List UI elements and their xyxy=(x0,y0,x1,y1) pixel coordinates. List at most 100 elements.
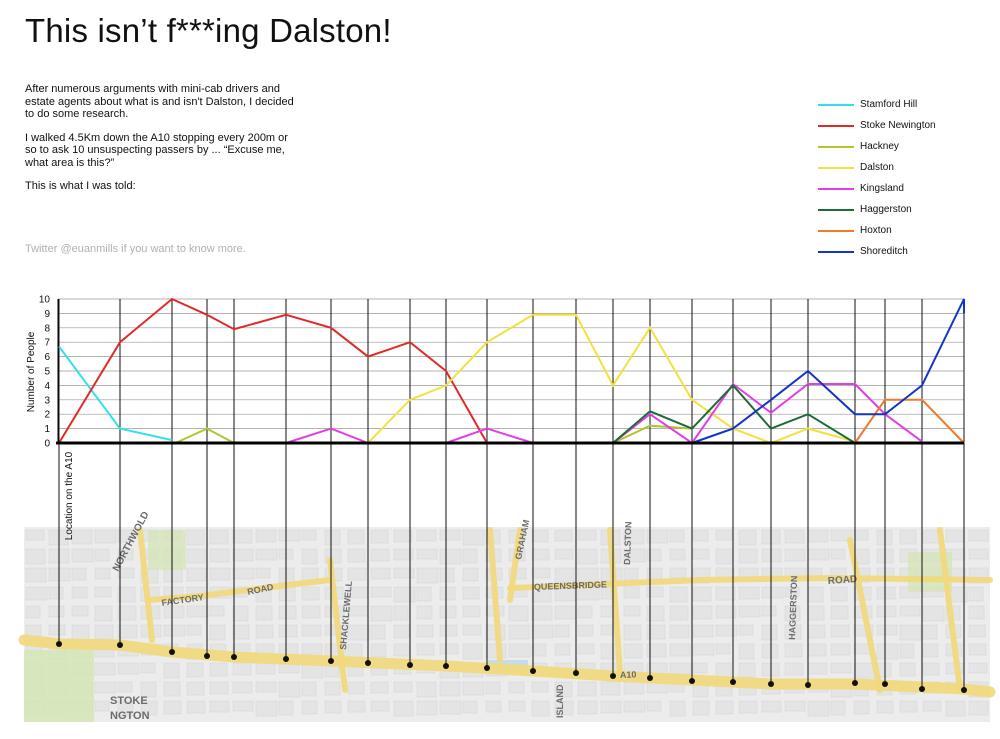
legend-label: Stoke Newington xyxy=(860,120,936,131)
map-block xyxy=(370,700,390,712)
map-block xyxy=(945,529,965,543)
map-road xyxy=(137,527,155,643)
map-block xyxy=(968,605,985,620)
map-block xyxy=(209,605,225,617)
map-block xyxy=(784,586,800,598)
map-block xyxy=(25,529,45,541)
map-block xyxy=(232,529,253,544)
series-line xyxy=(58,297,488,444)
map-block xyxy=(232,662,252,676)
stop-marker xyxy=(919,686,925,692)
map-label: ISLAND xyxy=(555,684,565,718)
map-block xyxy=(393,586,416,603)
map-block xyxy=(531,605,553,621)
map-block xyxy=(71,567,87,581)
map-block xyxy=(117,662,140,675)
series-line xyxy=(612,383,856,444)
map-block xyxy=(807,605,825,621)
map-park xyxy=(24,650,94,722)
chart-axes: 0 1 2 3 4 5 6 7 8 9 10 Number of People Location on … xyxy=(26,295,964,540)
map-block xyxy=(761,586,784,599)
map-block xyxy=(669,548,686,561)
map-block xyxy=(761,700,782,713)
stop-marker xyxy=(610,673,616,679)
map-block xyxy=(899,700,918,713)
legend-item: Haggerston xyxy=(818,199,988,220)
map-block xyxy=(416,605,433,620)
legend-swatch xyxy=(818,166,854,169)
map-block xyxy=(347,548,366,563)
map-block xyxy=(301,586,320,601)
map-block xyxy=(186,567,207,582)
map-block xyxy=(232,700,254,712)
map-block xyxy=(370,567,391,580)
map-block xyxy=(393,529,413,543)
map-block xyxy=(370,681,389,694)
map-block xyxy=(301,624,322,637)
map-block xyxy=(278,681,301,698)
map-block xyxy=(462,567,479,582)
map-block xyxy=(600,700,622,714)
map-road xyxy=(507,527,523,603)
map-block xyxy=(554,643,571,656)
map-block xyxy=(117,529,133,543)
map-block xyxy=(531,643,547,657)
map-road xyxy=(147,577,333,603)
map-block xyxy=(830,643,851,656)
map-block xyxy=(255,624,274,639)
legend-item: Stoke Newington xyxy=(818,115,988,136)
map-block xyxy=(784,605,801,622)
map-block xyxy=(830,624,850,638)
map-block xyxy=(531,567,551,579)
x-axis-label: Location on the A10 xyxy=(64,451,75,540)
location-drop-lines xyxy=(56,299,967,693)
legend-label: Stamford Hill xyxy=(860,99,918,110)
map-block xyxy=(416,548,438,560)
map-block xyxy=(692,662,708,674)
map-block xyxy=(163,605,185,619)
stop-marker xyxy=(730,679,736,685)
map-block xyxy=(715,662,732,679)
map-block xyxy=(646,700,662,712)
map-block xyxy=(508,605,529,622)
map-block xyxy=(968,529,989,542)
map-block xyxy=(278,529,301,542)
map-block xyxy=(94,624,114,640)
y-tick-label: 0 xyxy=(44,439,50,450)
map-road xyxy=(937,527,963,693)
map-block xyxy=(462,586,480,600)
map-block xyxy=(623,643,643,659)
y-tick-label: 4 xyxy=(44,381,50,392)
map-block xyxy=(94,662,116,676)
map-block xyxy=(301,548,318,565)
map-block xyxy=(48,586,64,600)
map-block xyxy=(646,605,665,622)
map-block xyxy=(554,681,573,698)
map-block xyxy=(554,548,574,560)
map-block xyxy=(692,586,712,602)
legend-label: Hackney xyxy=(860,141,899,152)
map-label: HAGGERSTON xyxy=(787,575,799,640)
map-block xyxy=(715,624,738,637)
map-block xyxy=(968,586,984,602)
map-block xyxy=(163,662,180,679)
stop-marker xyxy=(768,681,774,687)
legend-item: Hackney xyxy=(818,136,988,157)
legend-swatch xyxy=(818,250,854,253)
map-block xyxy=(899,605,921,617)
map-block xyxy=(761,605,777,617)
stop-marker xyxy=(169,649,175,655)
map-block xyxy=(462,548,478,564)
map-block xyxy=(140,681,157,698)
map-block xyxy=(715,643,731,655)
y-axis-label: Number of People xyxy=(26,331,37,412)
map-block xyxy=(439,548,462,565)
twitter-credit[interactable]: Twitter @euanmills if you want to know m… xyxy=(25,243,246,255)
map-block xyxy=(531,548,550,561)
map-block xyxy=(968,548,989,560)
legend-label: Dalston xyxy=(860,162,894,173)
map-block xyxy=(117,567,135,579)
map-block xyxy=(922,643,939,658)
map-block xyxy=(784,548,806,562)
